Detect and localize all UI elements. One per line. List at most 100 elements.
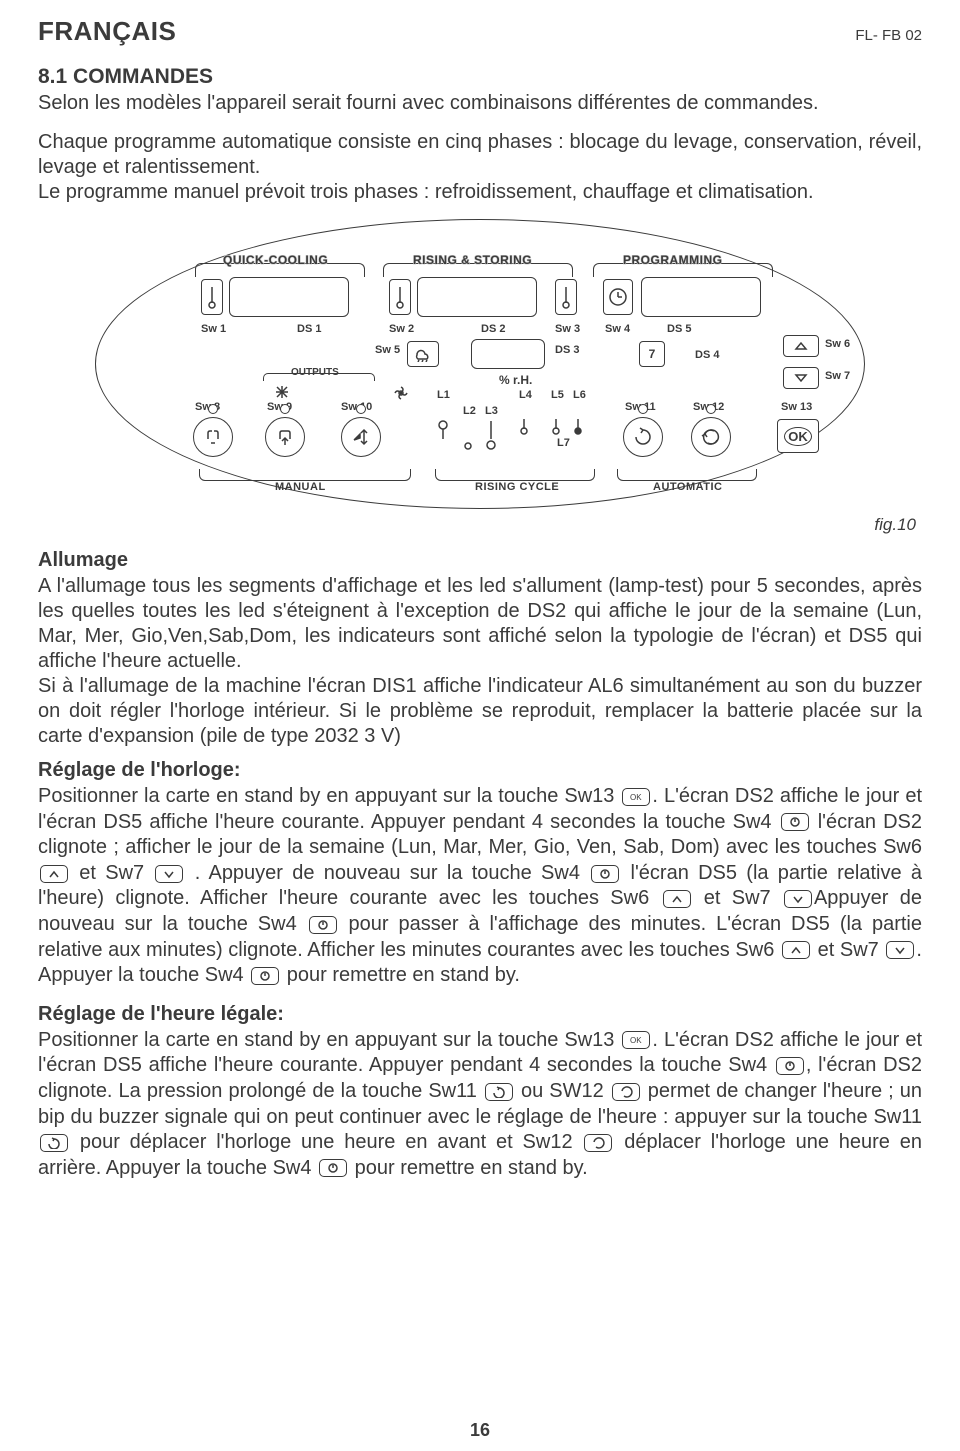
lbl-l5: L5 [551, 389, 564, 401]
allumage-body: A l'allumage tous les segments d'afficha… [38, 574, 922, 749]
button-sw7[interactable] [783, 367, 819, 389]
calendar-icon: 7 [639, 341, 665, 367]
inline-cycle-icon-4 [584, 1134, 612, 1152]
inline-clock-icon-3 [309, 916, 337, 934]
display-ds3 [471, 339, 545, 369]
lbl-sw2: Sw 2 [389, 323, 414, 335]
thermo-icon-1 [201, 279, 223, 315]
svg-text:OK: OK [630, 793, 642, 802]
lbl-ds5: DS 5 [667, 323, 691, 335]
calendar-seven: 7 [649, 347, 656, 361]
lbl-l4: L4 [519, 389, 532, 401]
button-sw9[interactable] [265, 417, 305, 457]
bracket-outputs [263, 373, 375, 381]
inline-clock-icon-6 [319, 1159, 347, 1177]
inline-up-icon-3 [782, 941, 810, 959]
inline-clock-icon-2 [591, 865, 619, 883]
svg-text:OK: OK [630, 1036, 642, 1045]
lbl-sw13: Sw 13 [781, 401, 812, 413]
l-t4: ou SW12 [515, 1080, 610, 1102]
button-sw6[interactable] [783, 335, 819, 357]
header-left: FRANÇAIS [38, 16, 176, 47]
thermo-l6-icon [573, 417, 583, 435]
figure-caption: fig.10 [38, 515, 916, 535]
h-t7: et Sw7 [693, 887, 782, 909]
header-right: FL- FB 02 [855, 27, 922, 44]
control-panel-figure: QUICK-COOLING RISING & STORING PROGRAMMI… [95, 219, 865, 509]
horloge-title: Réglage de l'horloge: [38, 759, 922, 782]
button-sw12[interactable] [691, 417, 731, 457]
lbl-sw1: Sw 1 [201, 323, 226, 335]
bracket-manual [199, 469, 411, 481]
led-l3-icon [485, 421, 497, 451]
cloud-icon [407, 341, 439, 367]
thermo-icon-2 [389, 279, 411, 315]
bracket-automatic [617, 469, 757, 481]
lbl-l3: L3 [485, 405, 498, 417]
horloge-body: Positionner la carte en stand by en appu… [38, 784, 922, 989]
thermo-l5-icon [551, 417, 561, 435]
clock-icon-top [603, 279, 633, 315]
lbl-sw3: Sw 3 [555, 323, 580, 335]
lbl-ds2: DS 2 [481, 323, 505, 335]
paragraph-phases: Chaque programme automatique consiste en… [38, 130, 922, 205]
legale-body: Positionner la carte en stand by en appu… [38, 1028, 922, 1182]
lbl-l6: L6 [573, 389, 586, 401]
inline-cycle-icon-2 [612, 1083, 640, 1101]
label-rising-cycle: RISING CYCLE [475, 481, 559, 493]
fan-icon [393, 385, 409, 401]
section-title: 8.1 COMMANDES [38, 65, 922, 89]
allumage-t1: A l'allumage tous les segments d'afficha… [38, 575, 922, 672]
l-t6: pour déplacer l'horloge une heure en ava… [70, 1131, 582, 1153]
led-l1-icon [437, 419, 449, 441]
inline-clock-icon-5 [776, 1057, 804, 1075]
lbl-l1: L1 [437, 389, 450, 401]
led-l2-icon [463, 441, 473, 453]
allumage-title: Allumage [38, 549, 922, 572]
legale-title: Réglage de l'heure légale: [38, 1003, 922, 1026]
lbl-sw6: Sw 6 [825, 338, 850, 350]
display-ds2 [417, 277, 537, 317]
label-manual: MANUAL [275, 481, 326, 493]
display-ds5 [641, 277, 761, 317]
h-t4: et Sw7 [70, 862, 153, 884]
lbl-l7: L7 [557, 437, 570, 449]
h-t12: pour remettre en stand by. [281, 964, 520, 986]
inline-clock-icon-4 [251, 967, 279, 985]
inline-ok-icon: OK [622, 788, 650, 806]
button-sw8[interactable] [193, 417, 233, 457]
lbl-sw7: Sw 7 [825, 370, 850, 382]
l-t8: pour remettre en stand by. [349, 1157, 588, 1179]
page-header: FRANÇAIS FL- FB 02 [38, 16, 922, 47]
allumage-t2: Si à l'allumage de la machine l'écran DI… [38, 675, 922, 747]
para1-b: Le programme manuel prévoit trois phases… [38, 181, 814, 203]
inline-up-icon [40, 865, 68, 883]
inline-down-icon-2 [784, 890, 812, 908]
lbl-ds3: DS 3 [555, 344, 579, 356]
lbl-ds1: DS 1 [297, 323, 321, 335]
bracket-rising-cycle [435, 469, 595, 481]
lbl-rh: % r.H. [499, 373, 532, 387]
label-rising-storing: RISING & STORING [413, 253, 532, 267]
h-t10: et Sw7 [812, 939, 884, 961]
ok-text: OK [784, 427, 812, 446]
h-t5: . Appuyer de nouveau sur la touche Sw4 [185, 862, 589, 884]
control-panel: QUICK-COOLING RISING & STORING PROGRAMMI… [95, 219, 865, 509]
inline-down-icon-3 [886, 941, 914, 959]
intro-text: Selon les modèles l'appareil serait four… [38, 91, 922, 116]
label-automatic: AUTOMATIC [653, 481, 722, 493]
inline-up-icon-2 [663, 890, 691, 908]
label-programming: PROGRAMMING [623, 253, 723, 267]
lbl-sw4: Sw 4 [605, 323, 630, 335]
button-sw13[interactable]: OK [777, 419, 819, 453]
button-sw10[interactable] [341, 417, 381, 457]
display-ds1 [229, 277, 349, 317]
h-t1: Positionner la carte en stand by en appu… [38, 785, 620, 807]
page-number: 16 [0, 1420, 960, 1441]
label-quick-cooling: QUICK-COOLING [223, 253, 328, 267]
l-t1: Positionner la carte en stand by en appu… [38, 1029, 620, 1051]
button-sw11[interactable] [623, 417, 663, 457]
inline-clock-icon [781, 813, 809, 831]
lbl-sw5: Sw 5 [375, 344, 400, 356]
thermo-icon-3 [555, 279, 577, 315]
